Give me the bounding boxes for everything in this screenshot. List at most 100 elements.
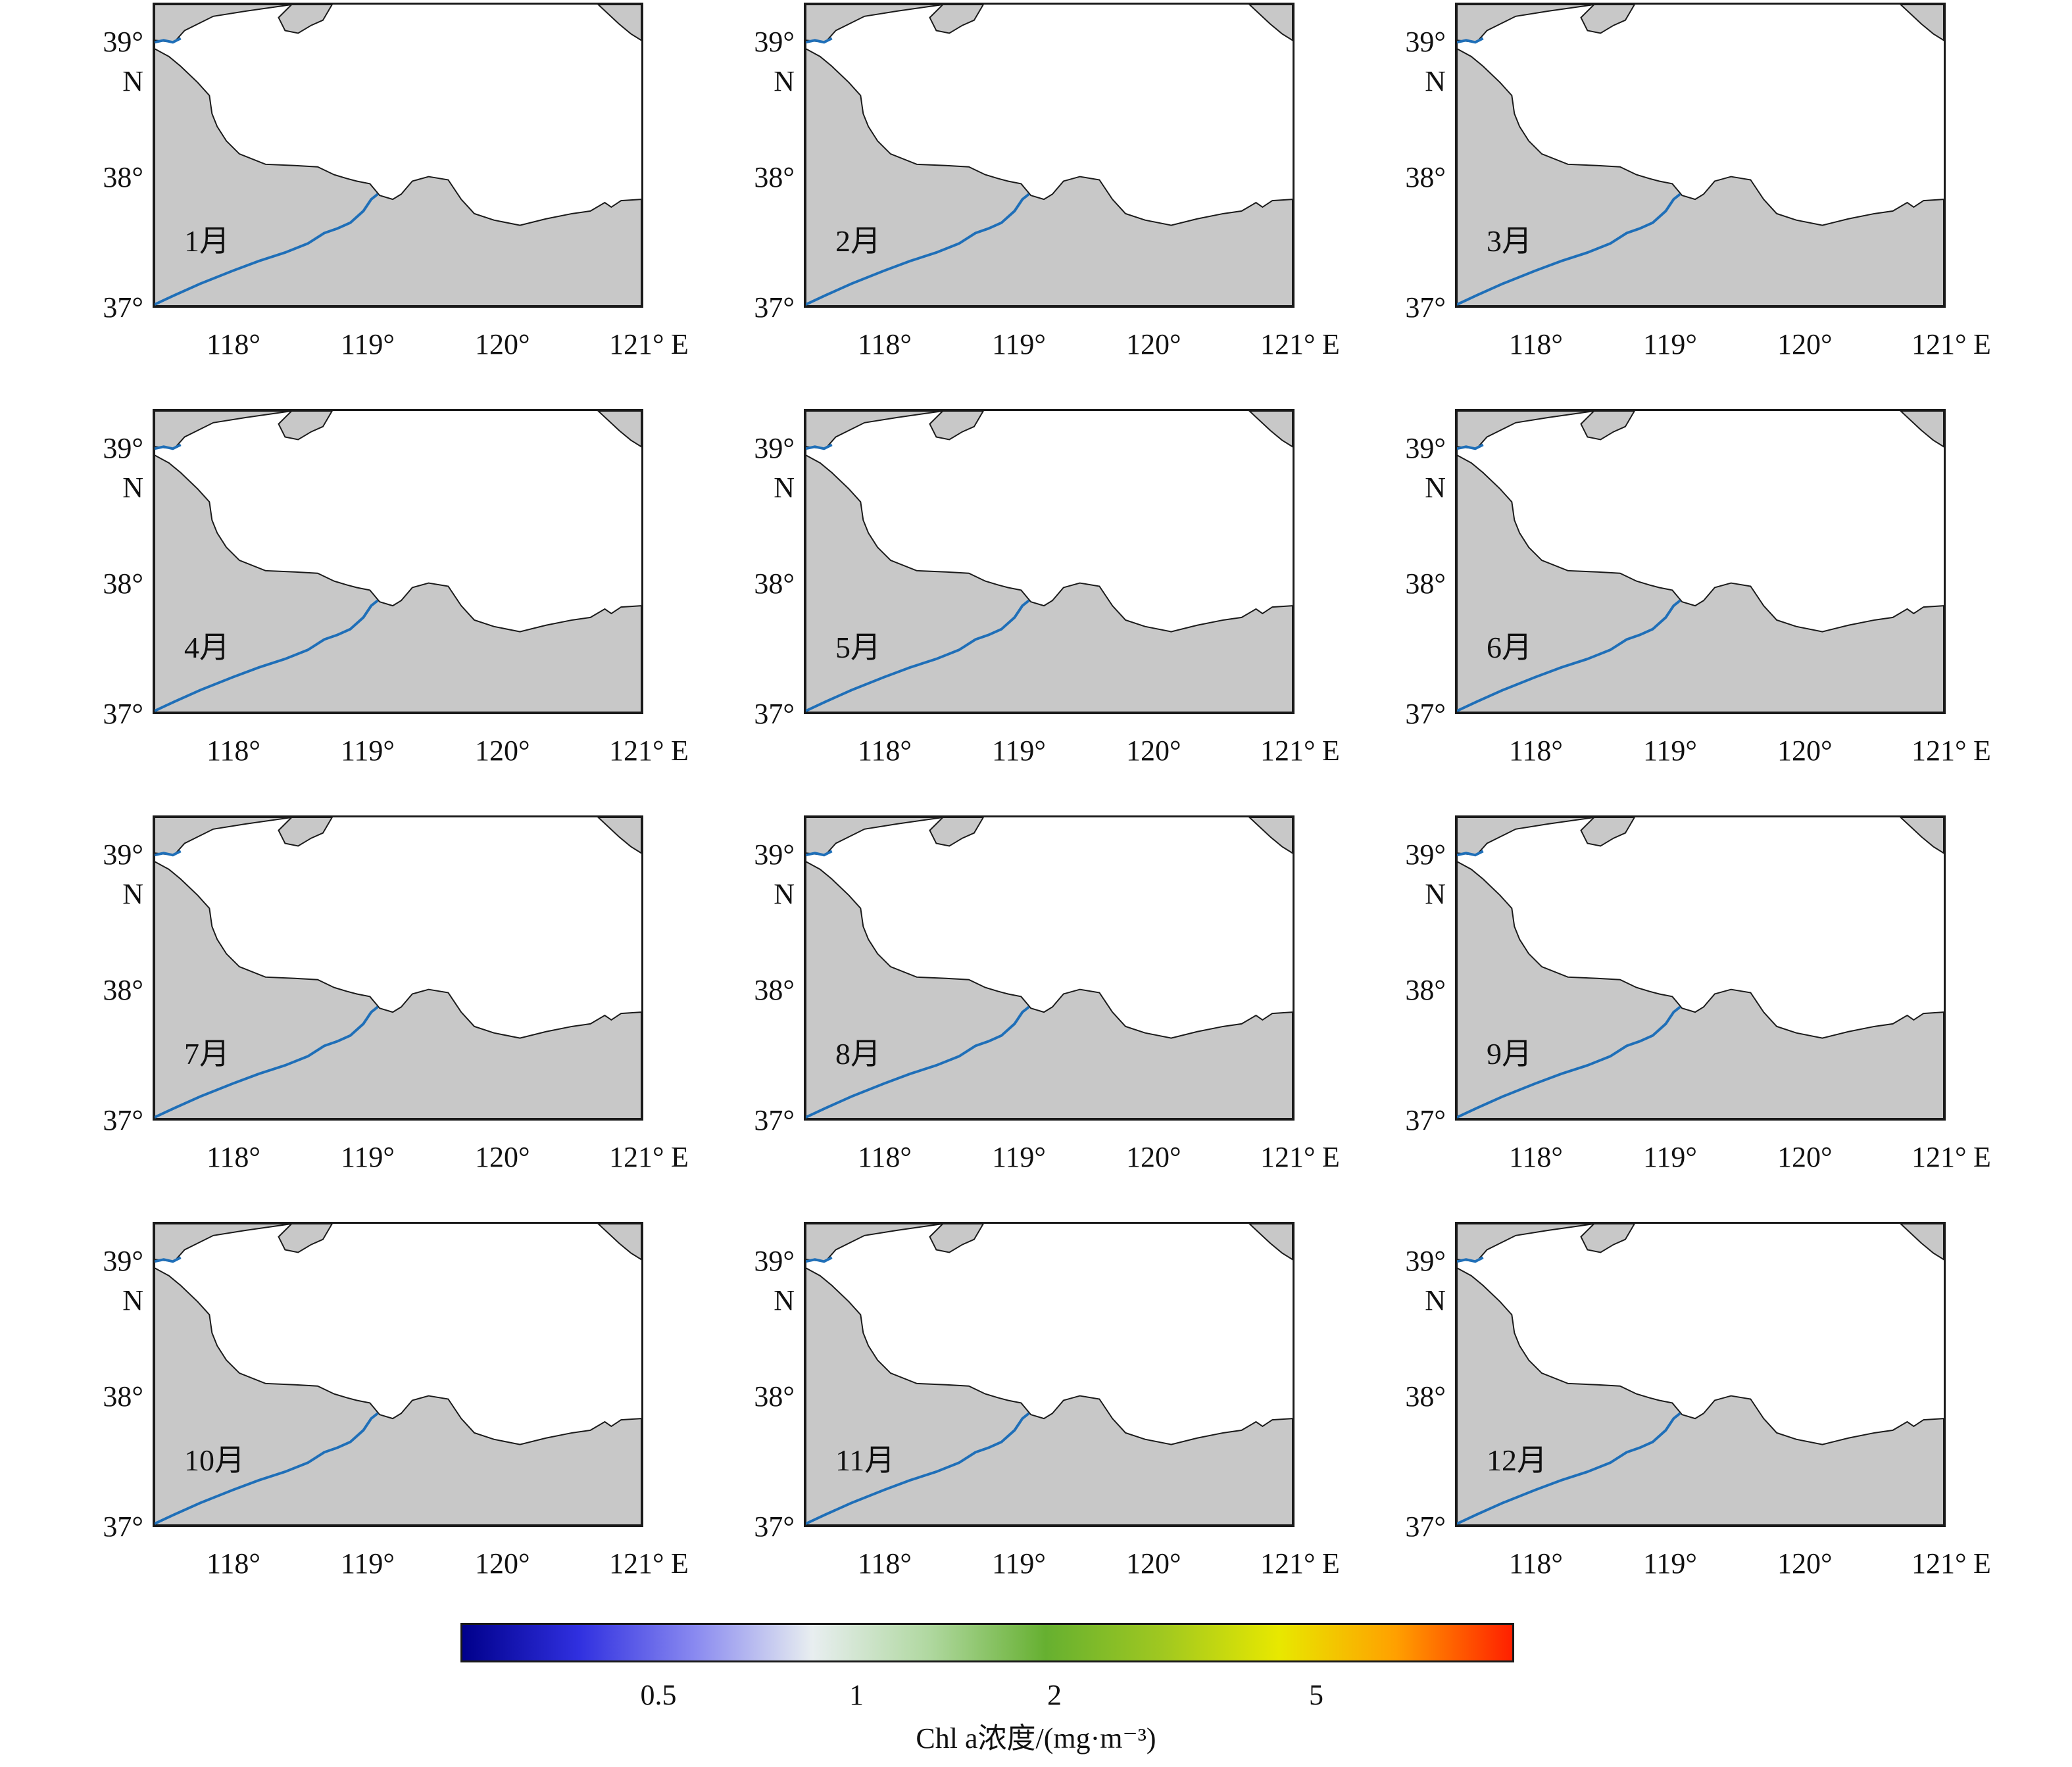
latitude-tick-label: 38° [1405,568,1446,600]
latitude-tick-label: 38° [754,568,795,600]
yellow-river [1457,193,1681,306]
longitude-tick-label: 120° [1777,1547,1833,1580]
latitude-tick-label: 38° [1405,1380,1446,1413]
map-canvas [1457,5,1944,306]
longitude-tick-label: 118° [1509,1141,1563,1173]
latitude-tick-label: 39° [103,26,143,58]
month-label: 5月 [835,631,881,664]
longitude-tick-label: 118° [1509,328,1563,360]
yellow-river [1457,1005,1681,1119]
land-area [155,1224,641,1525]
colorbar-tick-label: 5 [1308,1679,1323,1711]
map-panel-9 [1455,815,1946,1121]
latitude-tick-label: 39° [754,26,795,58]
latitude-tick-label: 37° [103,1511,143,1543]
land-area [1457,5,1944,306]
map-panel-10 [153,1222,643,1527]
month-label: 3月 [1487,224,1532,258]
longitude-tick-label: 121° [609,1141,664,1173]
month-label: 10月 [184,1443,245,1477]
land-area [806,817,1293,1119]
latitude-tick-label: 38° [103,1380,143,1413]
longitude-tick-label: 118° [1509,735,1563,767]
land-area [1900,411,1944,448]
land-area [806,1224,1293,1525]
longitude-hemisphere-label: E [1322,328,1340,360]
longitude-tick-label: 119° [341,1141,395,1173]
colorbar-tick-label: 0.5 [640,1679,677,1711]
longitude-tick-label: 120° [1126,1141,1181,1173]
longitude-hemisphere-label: E [1322,1547,1340,1580]
longitude-hemisphere-label: E [1322,1141,1340,1173]
yellow-river [806,1005,1030,1119]
month-label: 7月 [184,1037,230,1071]
month-label: 6月 [1487,631,1532,664]
map-panel-5 [804,409,1295,714]
latitude-tick-label: 38° [754,974,795,1006]
latitude-tick-label: 38° [1405,161,1446,193]
longitude-tick-label: 120° [475,735,530,767]
colorbar-tick-label: 1 [849,1679,864,1711]
land-area [929,5,984,34]
latitude-tick-label: 38° [103,161,143,193]
longitude-tick-label: 121° [1912,1547,1967,1580]
yellow-river [155,1256,182,1263]
longitude-tick-label: 118° [207,328,260,360]
yellow-river [155,37,182,44]
latitude-hemisphere-label: N [1425,878,1446,910]
month-label: 8月 [835,1037,881,1071]
latitude-tick-label: 39° [103,432,143,464]
map-canvas [806,817,1293,1119]
land-area [929,1224,984,1253]
land-area [1900,5,1944,41]
land-area [155,5,641,306]
longitude-tick-label: 119° [1643,328,1697,360]
land-area [1580,5,1635,34]
latitude-tick-label: 39° [754,432,795,464]
land-area [1457,411,1944,712]
land-area [278,817,333,847]
map-canvas [155,817,641,1119]
latitude-hemisphere-label: N [122,472,143,504]
land-area [597,1224,641,1261]
longitude-tick-label: 121° [1260,1547,1316,1580]
latitude-tick-label: 39° [1405,1245,1446,1277]
land-area [155,817,641,1119]
latitude-tick-label: 38° [103,568,143,600]
month-label: 1月 [184,224,230,258]
latitude-hemisphere-label: N [122,65,143,97]
longitude-tick-label: 119° [341,328,395,360]
longitude-hemisphere-label: E [671,328,689,360]
longitude-tick-label: 119° [992,328,1046,360]
latitude-tick-label: 37° [754,698,795,730]
longitude-hemisphere-label: E [671,1547,689,1580]
land-area [278,411,333,441]
map-canvas [155,1224,641,1525]
land-area [597,411,641,448]
yellow-river [155,193,379,306]
latitude-tick-label: 39° [754,1245,795,1277]
map-panel-3 [1455,3,1946,308]
land-area [1580,817,1635,847]
longitude-tick-label: 121° [609,328,664,360]
yellow-river [1457,599,1681,712]
map-canvas [1457,817,1944,1119]
map-canvas [1457,1224,1944,1525]
map-panel-4 [153,409,643,714]
longitude-tick-label: 120° [1777,328,1833,360]
longitude-tick-label: 118° [858,1141,912,1173]
latitude-tick-label: 37° [1405,1104,1446,1136]
longitude-tick-label: 120° [475,1141,530,1173]
longitude-tick-label: 121° [1260,1141,1316,1173]
yellow-river [1457,1412,1681,1525]
longitude-tick-label: 121° [1912,1141,1967,1173]
latitude-tick-label: 39° [103,838,143,871]
yellow-river [155,599,379,712]
longitude-hemisphere-label: E [671,1141,689,1173]
land-area [1248,411,1293,448]
map-panel-12 [1455,1222,1946,1527]
land-area [1248,5,1293,41]
land-area [1248,817,1293,854]
latitude-tick-label: 37° [103,1104,143,1136]
